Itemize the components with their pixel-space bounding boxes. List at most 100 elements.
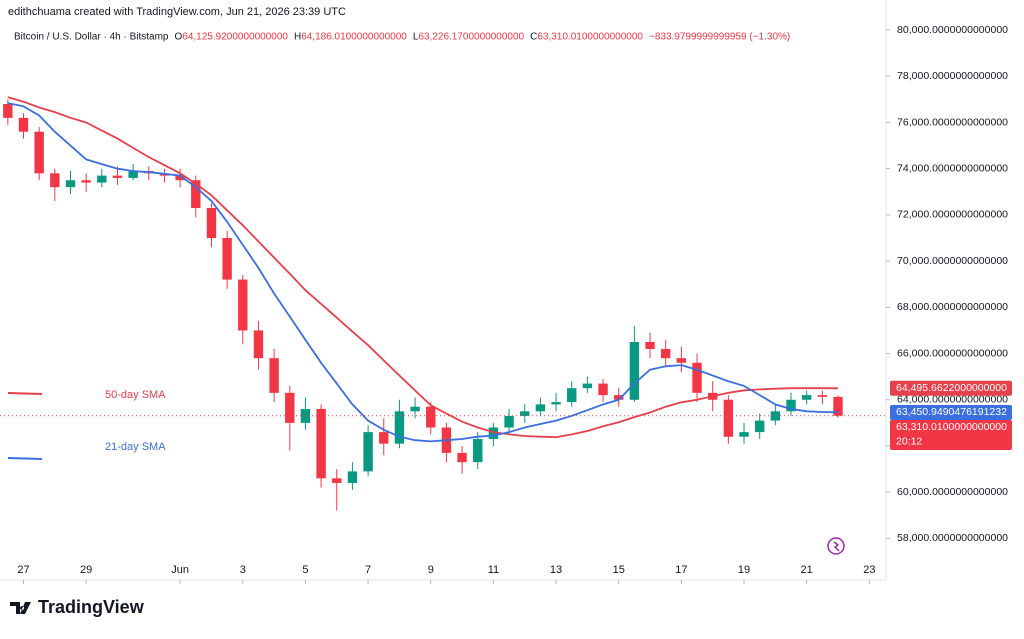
x-tick-label: 13 — [550, 564, 562, 576]
price-badge-text: 63,450.9490476191232 — [896, 406, 1007, 418]
x-tick-label: 7 — [365, 564, 371, 576]
candle-body — [723, 399, 734, 437]
change-value: −833.9799999999959 (−1.30%) — [649, 32, 790, 43]
logo-icon — [827, 537, 845, 555]
candle-body — [473, 439, 483, 463]
symbol-name: Bitcoin / U.S. Dollar · 4h · Bitstamp — [14, 32, 169, 43]
ohlc-value: 64,125.9200000000000 — [182, 32, 288, 43]
price-badge — [890, 404, 1012, 420]
candle-body — [457, 452, 467, 463]
ohlc-key: L — [413, 32, 419, 43]
x-tick-label: 9 — [428, 564, 434, 576]
price-badge-text: 63,310.0100000000000 — [896, 421, 1007, 433]
y-tick-label: 78,000.0000000000000 — [897, 70, 1008, 82]
candle-body — [253, 330, 264, 359]
x-tick-label: 3 — [240, 564, 246, 576]
y-tick-label: 72,000.0000000000000 — [897, 209, 1008, 221]
candle-body — [65, 180, 76, 188]
x-tick-label: 5 — [302, 564, 308, 576]
candle-body — [332, 478, 342, 483]
x-tick-label: 11 — [488, 564, 499, 576]
candle-body — [739, 432, 749, 437]
sma-line — [7, 96, 839, 439]
y-tick-label: 64,000.0000000000000 — [897, 394, 1008, 406]
candle-body — [488, 427, 499, 440]
candle-body — [50, 173, 60, 188]
candle-body — [81, 180, 91, 183]
y-tick-label: 76,000.0000000000000 — [897, 116, 1008, 128]
candle-body — [692, 362, 702, 393]
ohlc-key: H — [294, 32, 301, 43]
ohlc-value: 64,186.0100000000000 — [301, 32, 407, 43]
ohlc-value: 63,310.0100000000000 — [537, 32, 643, 43]
candle-body — [394, 411, 405, 444]
ohlc-key: C — [530, 32, 537, 43]
candle-body — [535, 404, 546, 412]
symbol-header: Bitcoin / U.S. Dollar · 4h · Bitstamp O 64… — [14, 32, 790, 43]
brand-name: TradingView — [38, 597, 145, 617]
ohlc-value: 63,226.1700000000000 — [418, 32, 524, 43]
candle-body — [770, 411, 781, 421]
candle-body — [128, 170, 138, 178]
candle-body — [206, 207, 217, 239]
y-tick-label: 68,000.0000000000000 — [897, 301, 1008, 313]
candle-body — [347, 471, 358, 483]
x-tick-label: 15 — [613, 564, 625, 576]
candle-body — [3, 103, 13, 118]
countdown: 20:12 — [896, 436, 922, 448]
candle-body — [582, 383, 593, 389]
candle-body — [426, 406, 436, 428]
chart-title: edithchuama created with TradingView.com… — [8, 6, 346, 18]
x-tick-label: 27 — [17, 564, 29, 576]
legend-swatch — [7, 457, 43, 460]
candle-body — [567, 388, 577, 403]
y-tick-label: 80,000.0000000000000 — [897, 24, 1008, 36]
candle-body — [410, 406, 420, 412]
y-tick-label: 70,000.0000000000000 — [897, 255, 1008, 267]
candle-body — [285, 392, 295, 423]
candle-body — [34, 131, 44, 174]
candle-body — [614, 395, 624, 400]
candle-body — [676, 358, 687, 363]
candle-body — [801, 395, 812, 400]
candle-body — [551, 402, 561, 405]
sma-line — [7, 102, 839, 443]
candle-body — [222, 238, 232, 280]
x-tick-label: 17 — [675, 564, 687, 576]
brand-logo — [10, 602, 31, 614]
candle-body — [238, 279, 248, 331]
x-tick-label: 23 — [863, 564, 875, 576]
candle-body — [316, 409, 326, 479]
candle-body — [191, 180, 201, 208]
candle-body — [18, 117, 29, 132]
candle-body — [598, 383, 608, 396]
legend-swatch — [7, 392, 43, 395]
legend-label: 21-day SMA — [105, 441, 166, 453]
candle-body — [175, 175, 185, 181]
candle-body — [520, 411, 530, 416]
y-tick-label: 74,000.0000000000000 — [897, 162, 1008, 174]
x-tick-label: 29 — [80, 564, 92, 576]
y-tick-label: 60,000.0000000000000 — [897, 486, 1008, 498]
x-tick-label: 19 — [738, 564, 750, 576]
y-tick-label: 66,000.0000000000000 — [897, 347, 1008, 359]
candle-body — [645, 341, 655, 349]
candle-body — [786, 399, 796, 412]
candle-body — [504, 415, 514, 428]
candle-body — [112, 175, 123, 178]
candle-body — [97, 175, 107, 183]
x-tick-label: Jun — [171, 564, 189, 576]
candle-body — [817, 395, 828, 397]
candle-body — [754, 420, 765, 433]
price-badge — [890, 419, 1012, 450]
candle-body — [269, 358, 279, 393]
candle-body — [300, 409, 311, 423]
candle-body — [661, 348, 671, 359]
candle-body — [629, 341, 640, 400]
price-badge-text: 64,495.6622000000000 — [896, 382, 1007, 394]
legend-label: 50-day SMA — [105, 389, 166, 401]
candle-body — [379, 432, 389, 444]
ohlc-key: O — [175, 32, 183, 43]
